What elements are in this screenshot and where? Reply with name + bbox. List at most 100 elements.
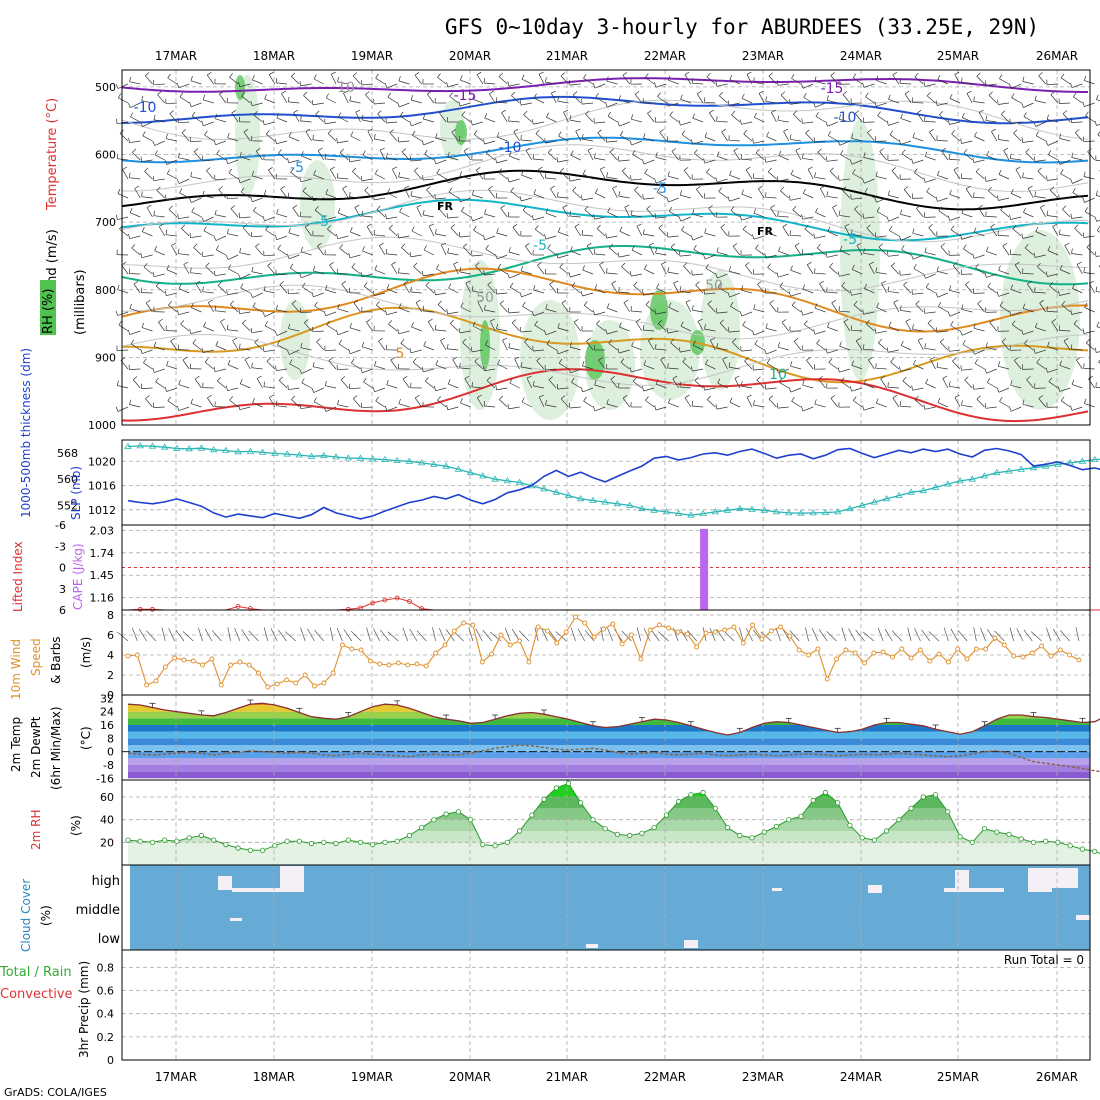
wind-barb xyxy=(251,235,263,238)
wind-barb-flag xyxy=(1022,399,1025,405)
wind-barb-flag xyxy=(842,91,848,95)
wind-barb xyxy=(386,384,398,389)
wind-barb-flag xyxy=(399,111,404,117)
wind-barb xyxy=(693,344,704,351)
wind10-point xyxy=(554,640,560,646)
wind-barb-flag xyxy=(692,113,695,119)
wind-barb xyxy=(374,292,386,297)
wind-barb xyxy=(132,152,141,161)
wind-barb-flag xyxy=(337,208,341,214)
thickness-point xyxy=(479,472,487,479)
wind-barb-flag xyxy=(642,290,644,296)
wind10-barb xyxy=(782,628,791,642)
run-total-text: Run Total = 0 xyxy=(1004,953,1084,967)
wind-barb xyxy=(459,271,471,275)
wind-barb-flag xyxy=(1082,232,1085,238)
wind-barb xyxy=(679,290,691,294)
wind-barb-flag xyxy=(458,101,461,107)
wind-barb-flag xyxy=(1014,357,1019,361)
wind-barb xyxy=(746,74,753,85)
wind-barb xyxy=(239,178,251,184)
wind-barb-flag xyxy=(1072,188,1076,193)
wind-barb xyxy=(767,171,777,180)
contour-label: -5 xyxy=(315,214,329,230)
wind-barb-flag xyxy=(266,357,271,362)
wind-barb xyxy=(998,365,1010,370)
wind-barb xyxy=(168,304,178,313)
wind-barb xyxy=(569,119,581,123)
wind-barb-flag xyxy=(814,76,817,82)
wind10-point xyxy=(778,624,784,630)
wind-barb-flag xyxy=(448,187,453,193)
wind-barb xyxy=(594,253,606,256)
wind-barb xyxy=(754,344,765,351)
wind-barb-flag xyxy=(177,213,179,219)
wind-barb xyxy=(509,155,520,161)
wind-barb-flag xyxy=(890,357,895,363)
wind-barb-flag xyxy=(458,197,461,203)
wind-barb-flag xyxy=(952,262,958,266)
temp-band xyxy=(128,738,1090,745)
wind-barb-flag xyxy=(878,243,883,248)
wind-barb-flag xyxy=(984,368,987,374)
wind-barb-flag xyxy=(1095,251,1097,257)
wind-barb xyxy=(1096,219,1100,222)
rh2m-point xyxy=(896,817,902,823)
wind-barb-flag xyxy=(274,138,277,144)
wind-barb xyxy=(1049,285,1059,294)
wind-barb xyxy=(655,252,667,256)
wind-barb-flag xyxy=(278,376,283,381)
wind-barb-flag xyxy=(729,74,733,80)
wind10-barb xyxy=(270,628,278,642)
wind-barb xyxy=(533,349,545,352)
wind-barb xyxy=(839,118,851,123)
wind-barb xyxy=(790,292,802,297)
wind-barb-flag xyxy=(695,281,700,286)
wind-barb xyxy=(1014,264,1022,275)
wind-barb xyxy=(770,207,777,218)
wind-barb xyxy=(325,158,337,161)
wind-barb xyxy=(975,171,985,180)
wind-barb xyxy=(239,406,251,411)
wind-barb xyxy=(227,197,239,200)
wind-barb-flag xyxy=(232,337,238,341)
wind10-point xyxy=(908,655,914,661)
wind-barb xyxy=(729,401,740,408)
wind10-barb xyxy=(307,628,315,642)
wind-barb-flag xyxy=(1038,395,1044,399)
wind-barb xyxy=(961,140,973,144)
wind10-point xyxy=(256,670,261,676)
wind-barb-flag xyxy=(582,361,585,367)
wind-barb xyxy=(231,112,239,123)
wind-barb-flag xyxy=(428,318,433,322)
wind-barb-flag xyxy=(672,375,678,379)
wind-barb xyxy=(986,155,997,161)
wind-barb-flag xyxy=(202,94,206,100)
wind-barb xyxy=(153,119,165,123)
tick-label-date-top: 18MAR xyxy=(253,49,295,63)
wind-barb-flag xyxy=(166,360,169,366)
wind-barb xyxy=(365,94,373,104)
wind-barb xyxy=(757,284,765,294)
thickness-point xyxy=(148,442,157,449)
wind-barb-flag xyxy=(999,397,1003,402)
wind-barb xyxy=(887,254,899,257)
wind-barb-flag xyxy=(704,97,706,103)
wind-barb-flag xyxy=(776,176,779,182)
wind-barb xyxy=(832,207,839,218)
wind-barb-flag xyxy=(660,356,666,360)
wind-barb-flag xyxy=(818,376,823,380)
rh2m-point xyxy=(162,837,168,843)
wind-barb xyxy=(1040,207,1047,218)
wind-barb xyxy=(301,382,312,389)
tick-label-date-bottom: 17MAR xyxy=(155,1070,197,1084)
wind-barb xyxy=(313,292,324,298)
wind-barb xyxy=(474,361,484,370)
wind10-barb xyxy=(350,630,362,642)
wind-barb-flag xyxy=(134,185,140,189)
rh2m-point xyxy=(504,839,510,845)
wind-barb xyxy=(435,233,447,237)
wind-barb xyxy=(865,323,875,332)
wind-barb-flag xyxy=(410,286,412,292)
wind-barb-flag xyxy=(730,206,735,211)
